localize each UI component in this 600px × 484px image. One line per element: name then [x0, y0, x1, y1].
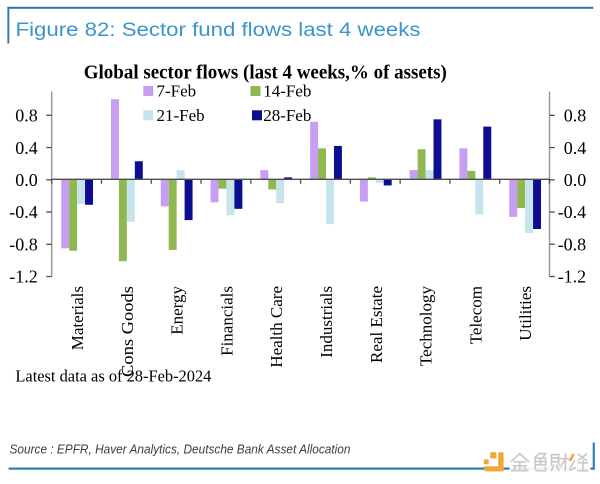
svg-text:Materials: Materials	[68, 286, 87, 350]
svg-text:21-Feb: 21-Feb	[157, 106, 205, 125]
svg-text:Energy: Energy	[168, 286, 187, 335]
svg-text:-1.2: -1.2	[9, 267, 38, 287]
svg-text:14-Feb: 14-Feb	[263, 82, 311, 101]
svg-text:Real Estate: Real Estate	[367, 286, 386, 363]
svg-text:Utilities: Utilities	[516, 286, 535, 341]
svg-text:0.8: 0.8	[15, 106, 38, 126]
svg-text:0.4: 0.4	[15, 138, 38, 158]
svg-text:Telecom: Telecom	[466, 286, 485, 344]
svg-text:0.0: 0.0	[564, 170, 587, 190]
svg-text:-0.4: -0.4	[9, 202, 38, 222]
svg-text:Cons Goods: Cons Goods	[118, 286, 137, 377]
svg-text:0.8: 0.8	[564, 106, 587, 126]
svg-text:-1.2: -1.2	[558, 267, 587, 287]
svg-text:Health Care: Health Care	[267, 286, 286, 368]
svg-text:Source : EPFR, Haver Analytics: Source : EPFR, Haver Analytics, Deutsche…	[10, 443, 351, 457]
svg-text:-0.8: -0.8	[558, 234, 587, 254]
svg-text:7-Feb: 7-Feb	[157, 82, 197, 101]
svg-text:-0.8: -0.8	[9, 234, 38, 254]
svg-text:28-Feb: 28-Feb	[263, 106, 311, 125]
svg-text:Financials: Financials	[217, 286, 236, 356]
svg-text:Latest data as of 28-Feb-2024: Latest data as of 28-Feb-2024	[15, 366, 211, 385]
svg-text:Industrials: Industrials	[317, 286, 336, 358]
svg-text:Global sector flows (last 4 we: Global sector flows (last 4 weeks,% of a…	[84, 62, 447, 84]
svg-text:Technology: Technology	[417, 286, 436, 367]
svg-text:Figure 82: Sector fund flows l: Figure 82: Sector fund flows last 4 week…	[16, 20, 421, 41]
svg-text:0.4: 0.4	[564, 138, 587, 158]
svg-text:-0.4: -0.4	[558, 202, 587, 222]
svg-text:0.0: 0.0	[15, 170, 38, 190]
